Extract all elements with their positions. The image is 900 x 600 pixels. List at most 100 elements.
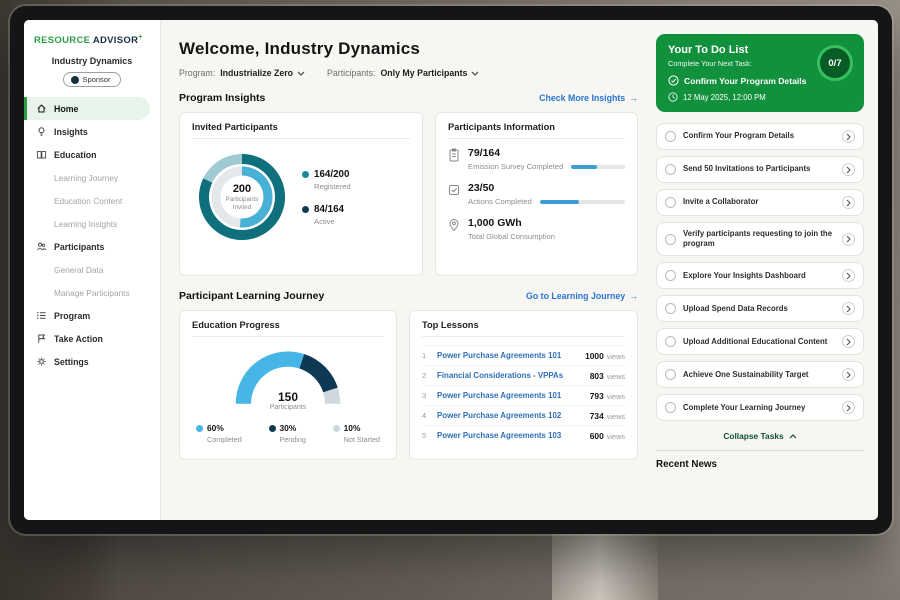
lesson-link[interactable]: Power Purchase Agreements 101 [437, 391, 562, 400]
sidebar-item-label: Learning Journey [54, 172, 119, 183]
participants-filter: Participants: Only My Participants [327, 68, 479, 78]
task-label: Verify participants requesting to join t… [683, 229, 833, 249]
views-label: views [606, 351, 625, 361]
invited-donut-chart: 200 Participants Invited [192, 147, 292, 247]
task-checkbox[interactable] [665, 233, 676, 245]
sidebar-item-label: Take Action [54, 333, 103, 344]
sidebar-item-settings[interactable]: Settings [24, 350, 160, 373]
recent-news-title: Recent News [656, 450, 864, 470]
lesson-link[interactable]: Financial Considerations - VPPAs [437, 371, 564, 380]
invited-participants-card: Invited Participants 200 Participants In… [179, 112, 423, 276]
chevron-right-icon[interactable] [842, 196, 855, 209]
donut-inner-arc [211, 166, 273, 228]
task-row-achieve-sustainability-target[interactable]: Achieve One Sustainability Target [656, 361, 864, 389]
sidebar-item-learning-journey[interactable]: Learning Journey [24, 166, 160, 189]
sidebar-item-label: Participants [54, 241, 105, 252]
collapse-tasks-button[interactable]: Collapse Tasks [723, 431, 797, 441]
task-checkbox[interactable] [665, 303, 676, 315]
views-count: 600 [589, 430, 604, 441]
sidebar-item-label: Learning Insights [54, 218, 118, 229]
sidebar-item-learning-insights[interactable]: Learning Insights [24, 212, 160, 235]
home-icon [36, 103, 47, 114]
views-count: 803 [589, 370, 604, 381]
task-row-verify-participants[interactable]: Verify participants requesting to join t… [656, 222, 864, 257]
task-row-confirm-program[interactable]: Confirm Your Program Details [656, 123, 864, 150]
chevron-right-icon[interactable] [842, 368, 855, 382]
sidebar-item-manage-participants[interactable]: Manage Participants [24, 281, 160, 304]
sponsor-badge-label: Sponsor [82, 75, 111, 85]
task-checkbox[interactable] [665, 270, 676, 282]
task-row-send-invitations[interactable]: Send 50 Invitations to Participants [656, 156, 864, 183]
task-checkbox[interactable] [665, 164, 676, 175]
invited-count-label: Participants Invited [225, 195, 259, 211]
lesson-row: 2 Financial Considerations - VPPAs 803 vi… [422, 365, 625, 385]
task-list: Confirm Your Program Details Send 50 Inv… [656, 123, 864, 422]
views-count: 793 [589, 390, 604, 401]
task-checkbox[interactable] [665, 131, 676, 142]
go-to-learning-journey-link[interactable]: Go to Learning Journey → [526, 291, 638, 301]
chevron-right-icon[interactable] [842, 269, 855, 283]
sidebar-item-participants[interactable]: Participants [24, 235, 160, 258]
sidebar-item-education[interactable]: Education [24, 143, 160, 166]
sidebar-item-program[interactable]: Program [24, 304, 160, 327]
chevron-right-icon[interactable] [842, 302, 855, 316]
sidebar-item-label: Insights [54, 126, 88, 137]
check-more-insights-link[interactable]: Check More Insights → [539, 93, 638, 103]
participants-filter-dropdown[interactable]: Only My Participants [380, 68, 479, 78]
task-row-invite-collaborator[interactable]: Invite a Collaborator [656, 189, 864, 216]
sidebar-item-home[interactable]: Home [24, 97, 150, 121]
app-logo: RESOURCE ADVISOR+ [24, 30, 160, 46]
views-label: views [606, 411, 625, 421]
clock-icon [668, 92, 678, 102]
lesson-rank: 2 [422, 371, 427, 380]
donut-svg [199, 154, 285, 240]
insights-cards-row: Invited Participants 200 Participants In… [179, 112, 638, 276]
chevron-right-icon[interactable] [842, 335, 855, 349]
consumption-stat: 1,000 GWh Total Global Consumption [448, 217, 625, 241]
task-checkbox[interactable] [665, 402, 676, 414]
invited-card-title: Invited Participants [192, 122, 410, 139]
sidebar-item-take-action[interactable]: Take Action [24, 327, 160, 350]
logo-text-resource: RESOURCE [34, 35, 91, 47]
chevron-right-icon[interactable] [842, 401, 855, 415]
participants-filter-value: Only My Participants [380, 68, 468, 78]
chevron-right-icon[interactable] [842, 130, 855, 143]
monitor-stand [552, 530, 658, 600]
task-checkbox[interactable] [665, 369, 676, 381]
task-checkbox[interactable] [665, 336, 676, 348]
emission-survey-progress-fill [571, 164, 598, 169]
lesson-link[interactable]: Power Purchase Agreements 101 [437, 351, 562, 360]
task-row-upload-spend-data[interactable]: Upload Spend Data Records [656, 295, 864, 323]
actions-completed-label: Actions Completed [468, 197, 532, 206]
task-row-upload-educational-content[interactable]: Upload Additional Educational Content [656, 328, 864, 356]
registered-value: 164/200 [314, 168, 350, 180]
sidebar-item-general-data[interactable]: General Data [24, 258, 160, 281]
participants-information-card: Participants Information 79/164 Emission… [435, 112, 638, 276]
active-value: 84/164 [314, 203, 344, 215]
lesson-rank: 3 [422, 391, 427, 400]
task-label: Complete Your Learning Journey [683, 402, 806, 412]
logo-plus: + [138, 34, 143, 41]
lesson-link[interactable]: Power Purchase Agreements 103 [437, 431, 562, 440]
emission-survey-label: Emission Survey Completed [468, 162, 564, 171]
task-row-complete-learning-journey[interactable]: Complete Your Learning Journey [656, 394, 864, 422]
program-filter-dropdown[interactable]: Industrialize Zero [220, 68, 305, 78]
todo-summary-card: Your To Do List 0/7 Complete Your Next T… [656, 34, 864, 112]
lesson-link[interactable]: Power Purchase Agreements 102 [437, 411, 562, 420]
lesson-row: 5 Power Purchase Agreements 103 600 views [422, 425, 625, 445]
todo-due: 12 May 2025, 12:00 PM [668, 92, 852, 102]
registered-dot [302, 170, 309, 178]
gear-icon [36, 356, 47, 367]
task-row-explore-insights[interactable]: Explore Your Insights Dashboard [656, 262, 864, 290]
chevron-right-icon[interactable] [842, 232, 855, 246]
sidebar-item-education-content[interactable]: Education Content [24, 189, 160, 212]
list-icon [36, 310, 47, 321]
chevron-right-icon[interactable] [842, 163, 855, 176]
main-content: Welcome, Industry Dynamics Program: Indu… [161, 20, 652, 520]
lesson-views: 1000 views [585, 351, 625, 361]
education-progress-card: Education Progress 150 Participants 60% … [179, 310, 397, 460]
sidebar-item-insights[interactable]: Insights [24, 120, 160, 143]
check-circle-icon [668, 75, 679, 86]
task-checkbox[interactable] [665, 197, 676, 208]
lesson-rank: 5 [422, 431, 427, 440]
